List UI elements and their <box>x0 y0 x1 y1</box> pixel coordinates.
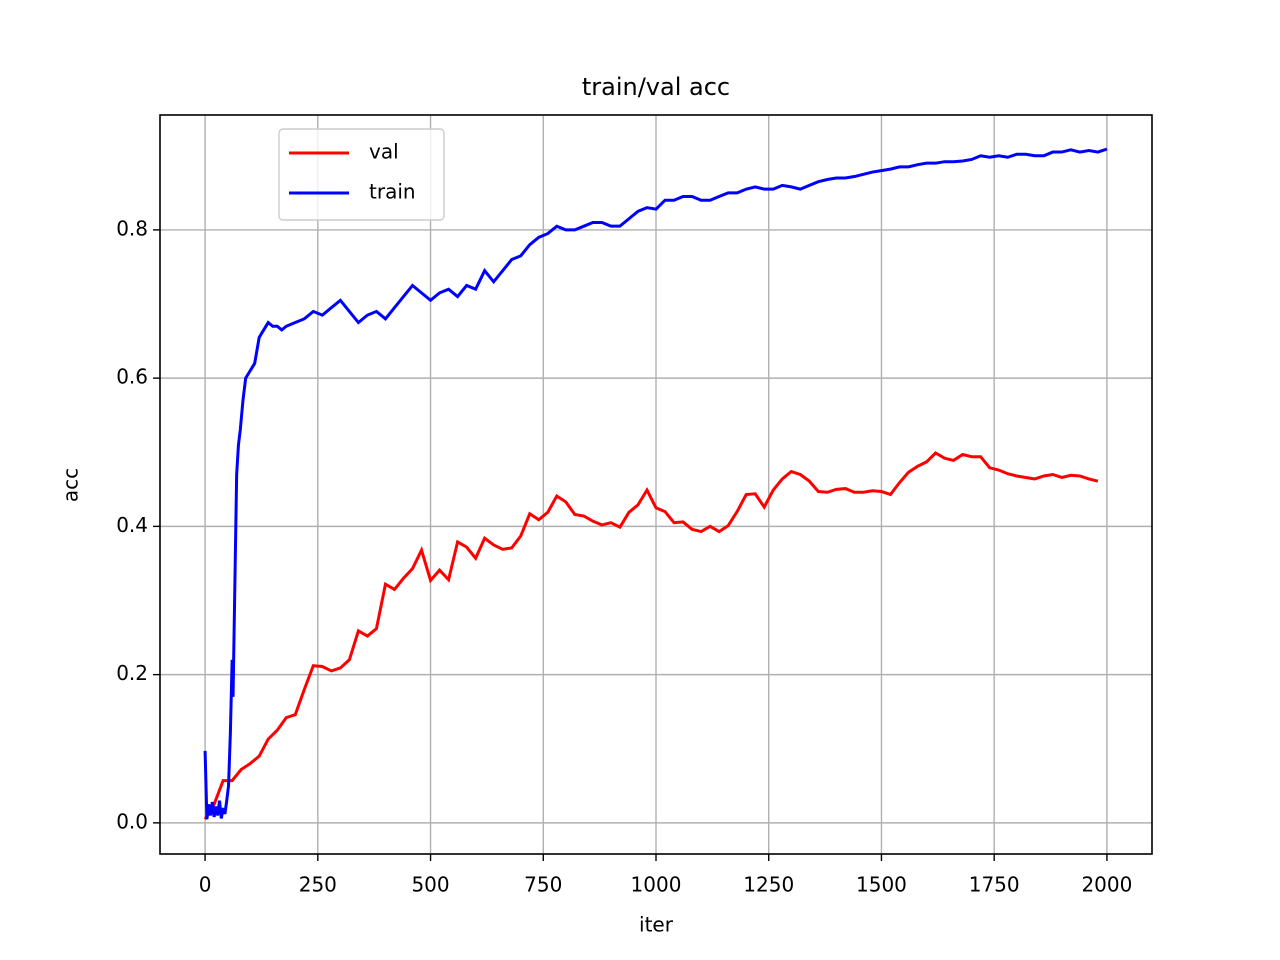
legend-box <box>278 128 445 221</box>
y-tick-label: 0.6 <box>116 365 148 389</box>
x-tick-label: 2000 <box>1081 873 1132 897</box>
x-axis-label: iter <box>639 913 674 937</box>
x-tick-label: 1250 <box>743 873 794 897</box>
legend-label: train <box>369 180 416 204</box>
x-tick-label: 250 <box>299 873 337 897</box>
x-tick-label: 0 <box>199 873 212 897</box>
x-tick-label: 500 <box>411 873 449 897</box>
y-tick-label: 0.0 <box>116 809 148 833</box>
x-tick-label: 1750 <box>969 873 1020 897</box>
series-line <box>203 147 1108 820</box>
chart-title: train/val acc <box>582 73 730 101</box>
plot-frame <box>159 114 1153 855</box>
y-axis-label: acc <box>59 468 83 502</box>
x-tick-label: 1000 <box>631 873 682 897</box>
y-tick-label: 0.2 <box>116 661 148 685</box>
x-tick-label: 750 <box>524 873 562 897</box>
legend-label: val <box>369 140 399 164</box>
y-tick-label: 0.4 <box>116 513 148 537</box>
series-line <box>203 451 1099 820</box>
x-tick-label: 1500 <box>856 873 907 897</box>
y-tick-label: 0.8 <box>116 216 148 240</box>
